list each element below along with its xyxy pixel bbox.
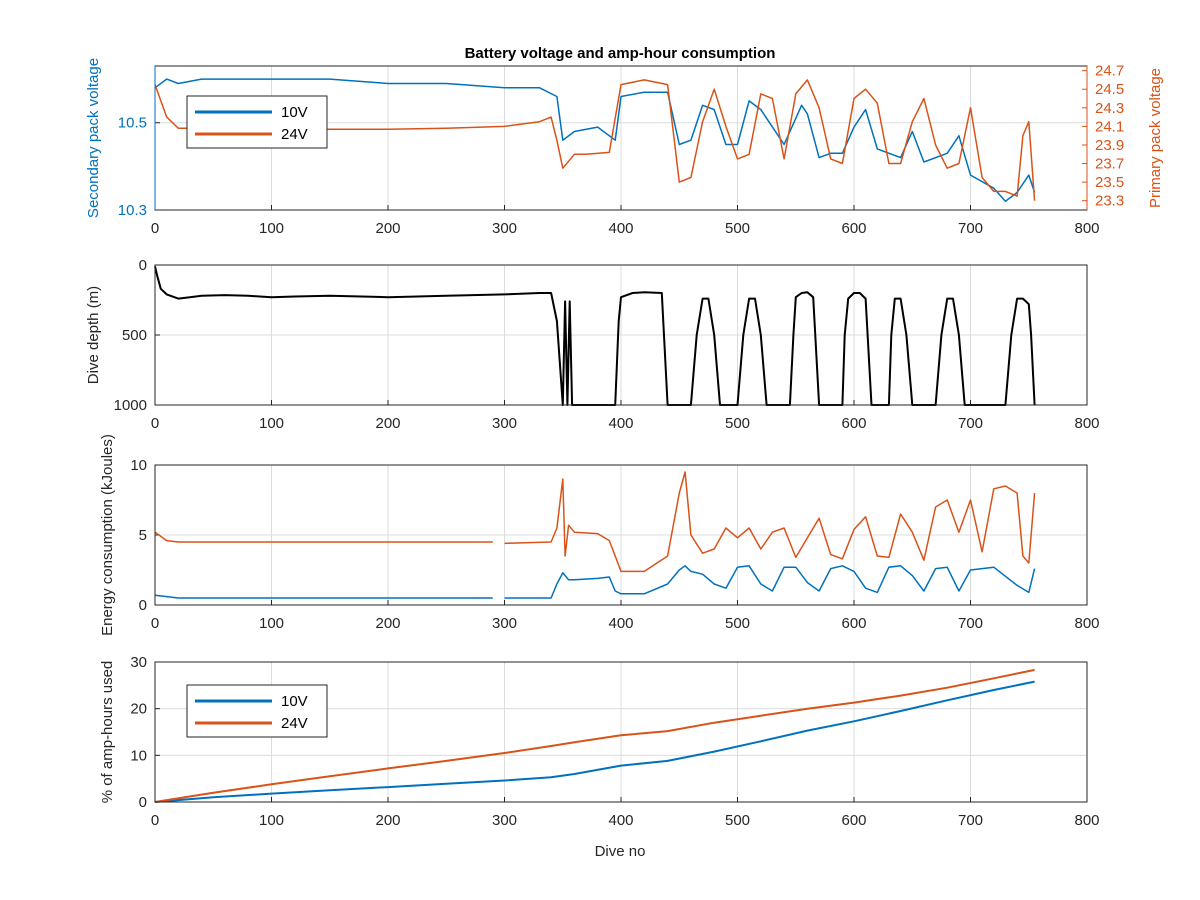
x-tick-label: 300 — [492, 812, 517, 829]
x-tick-label: 200 — [375, 812, 400, 829]
legend-box — [186, 684, 328, 738]
x-tick-label: 100 — [259, 615, 284, 632]
y-tick-label: 10 — [130, 457, 147, 474]
y-right-tick-label: 24.1 — [1095, 118, 1124, 135]
x-tick-label: 800 — [1074, 615, 1099, 632]
y-right-tick-label: 23.5 — [1095, 174, 1124, 191]
y-tick-label: 10.5 — [118, 115, 147, 132]
y-axis-label: Energy consumption (kJoules) — [99, 434, 116, 636]
voltage-panel: Battery voltage and amp-hour consumption… — [85, 45, 1164, 237]
series-line-10v — [154, 565, 1036, 599]
legend-label-24v: 24V — [281, 126, 308, 143]
y-axis-label-left: Secondary pack voltage — [85, 58, 102, 218]
y-axis-label: % of amp-hours used — [99, 661, 116, 804]
x-tick-label: 400 — [608, 615, 633, 632]
x-tick-label: 600 — [841, 220, 866, 237]
y-tick-label: 0 — [139, 597, 147, 614]
y-right-tick-label: 23.7 — [1095, 156, 1124, 173]
y-right-tick-label: 23.3 — [1095, 193, 1124, 210]
y-axis-label-right: Primary pack voltage — [1147, 68, 1164, 208]
series-line-10v — [154, 78, 1036, 203]
x-tick-label: 600 — [841, 415, 866, 432]
y-right-tick-label: 24.5 — [1095, 81, 1124, 98]
x-tick-label: 300 — [492, 415, 517, 432]
series-line-24v — [154, 471, 1036, 573]
legend-label-10v: 10V — [281, 104, 308, 121]
series-line-24v — [154, 668, 1035, 803]
x-tick-label: 600 — [841, 812, 866, 829]
x-tick-label: 100 — [259, 415, 284, 432]
y-right-tick-label: 24.3 — [1095, 100, 1124, 117]
axes-box — [154, 661, 1088, 803]
y-tick-label: 1000 — [114, 397, 147, 414]
x-tick-label: 700 — [958, 415, 983, 432]
x-tick-label: 500 — [725, 220, 750, 237]
x-tick-label: 0 — [151, 615, 159, 632]
legend-label-24v: 24V — [281, 715, 308, 732]
x-axis-label: Dive no — [595, 843, 646, 860]
energy-panel: Energy consumption (kJoules) 0 100 200 300 4… — [99, 434, 1100, 636]
x-tick-label: 300 — [492, 615, 517, 632]
x-tick-label: 700 — [958, 615, 983, 632]
x-tick-label: 600 — [841, 615, 866, 632]
axes-box — [154, 464, 1088, 606]
x-tick-label: 400 — [608, 220, 633, 237]
y-tick-label: 10.3 — [118, 202, 147, 219]
x-tick-label: 0 — [151, 812, 159, 829]
y-tick-label: 5 — [139, 527, 147, 544]
x-tick-label: 200 — [375, 415, 400, 432]
x-tick-label: 700 — [958, 220, 983, 237]
amphours-panel: % of amp-hours used Dive no 0 100 200 300 40… — [99, 654, 1100, 860]
x-tick-label: 300 — [492, 220, 517, 237]
y-tick-label: 30 — [130, 654, 147, 671]
series-line-10v — [154, 680, 1035, 803]
y-tick-label: 10 — [130, 747, 147, 764]
chart-title: Battery voltage and amp-hour consumption — [465, 45, 776, 62]
x-tick-label: 800 — [1074, 812, 1099, 829]
x-tick-label: 500 — [725, 812, 750, 829]
x-tick-label: 0 — [151, 415, 159, 432]
y-right-tick-label: 23.9 — [1095, 137, 1124, 154]
y-tick-label: 0 — [139, 794, 147, 811]
x-tick-label: 100 — [259, 812, 284, 829]
y-tick-label: 0 — [139, 257, 147, 274]
x-tick-label: 800 — [1074, 220, 1099, 237]
x-tick-label: 100 — [259, 220, 284, 237]
x-tick-label: 200 — [375, 220, 400, 237]
x-tick-label: 200 — [375, 615, 400, 632]
x-tick-label: 800 — [1074, 415, 1099, 432]
series-line-24v — [154, 79, 1036, 201]
depth-panel: Dive depth (m) 0 100 200 300 400 500 600 700 800… — [85, 257, 1100, 432]
y-right-tick-label: 24.7 — [1095, 63, 1124, 80]
x-tick-label: 700 — [958, 812, 983, 829]
x-tick-label: 500 — [725, 415, 750, 432]
x-tick-label: 500 — [725, 615, 750, 632]
legend-label-10v: 10V — [281, 693, 308, 710]
x-tick-label: 400 — [608, 415, 633, 432]
legend-box — [186, 95, 328, 149]
x-tick-label: 400 — [608, 812, 633, 829]
axes-box — [154, 264, 1088, 406]
x-tick-label: 0 — [151, 220, 159, 237]
y-axis-label: Dive depth (m) — [85, 286, 102, 384]
y-tick-label: 500 — [122, 327, 147, 344]
y-tick-label: 20 — [130, 701, 147, 718]
